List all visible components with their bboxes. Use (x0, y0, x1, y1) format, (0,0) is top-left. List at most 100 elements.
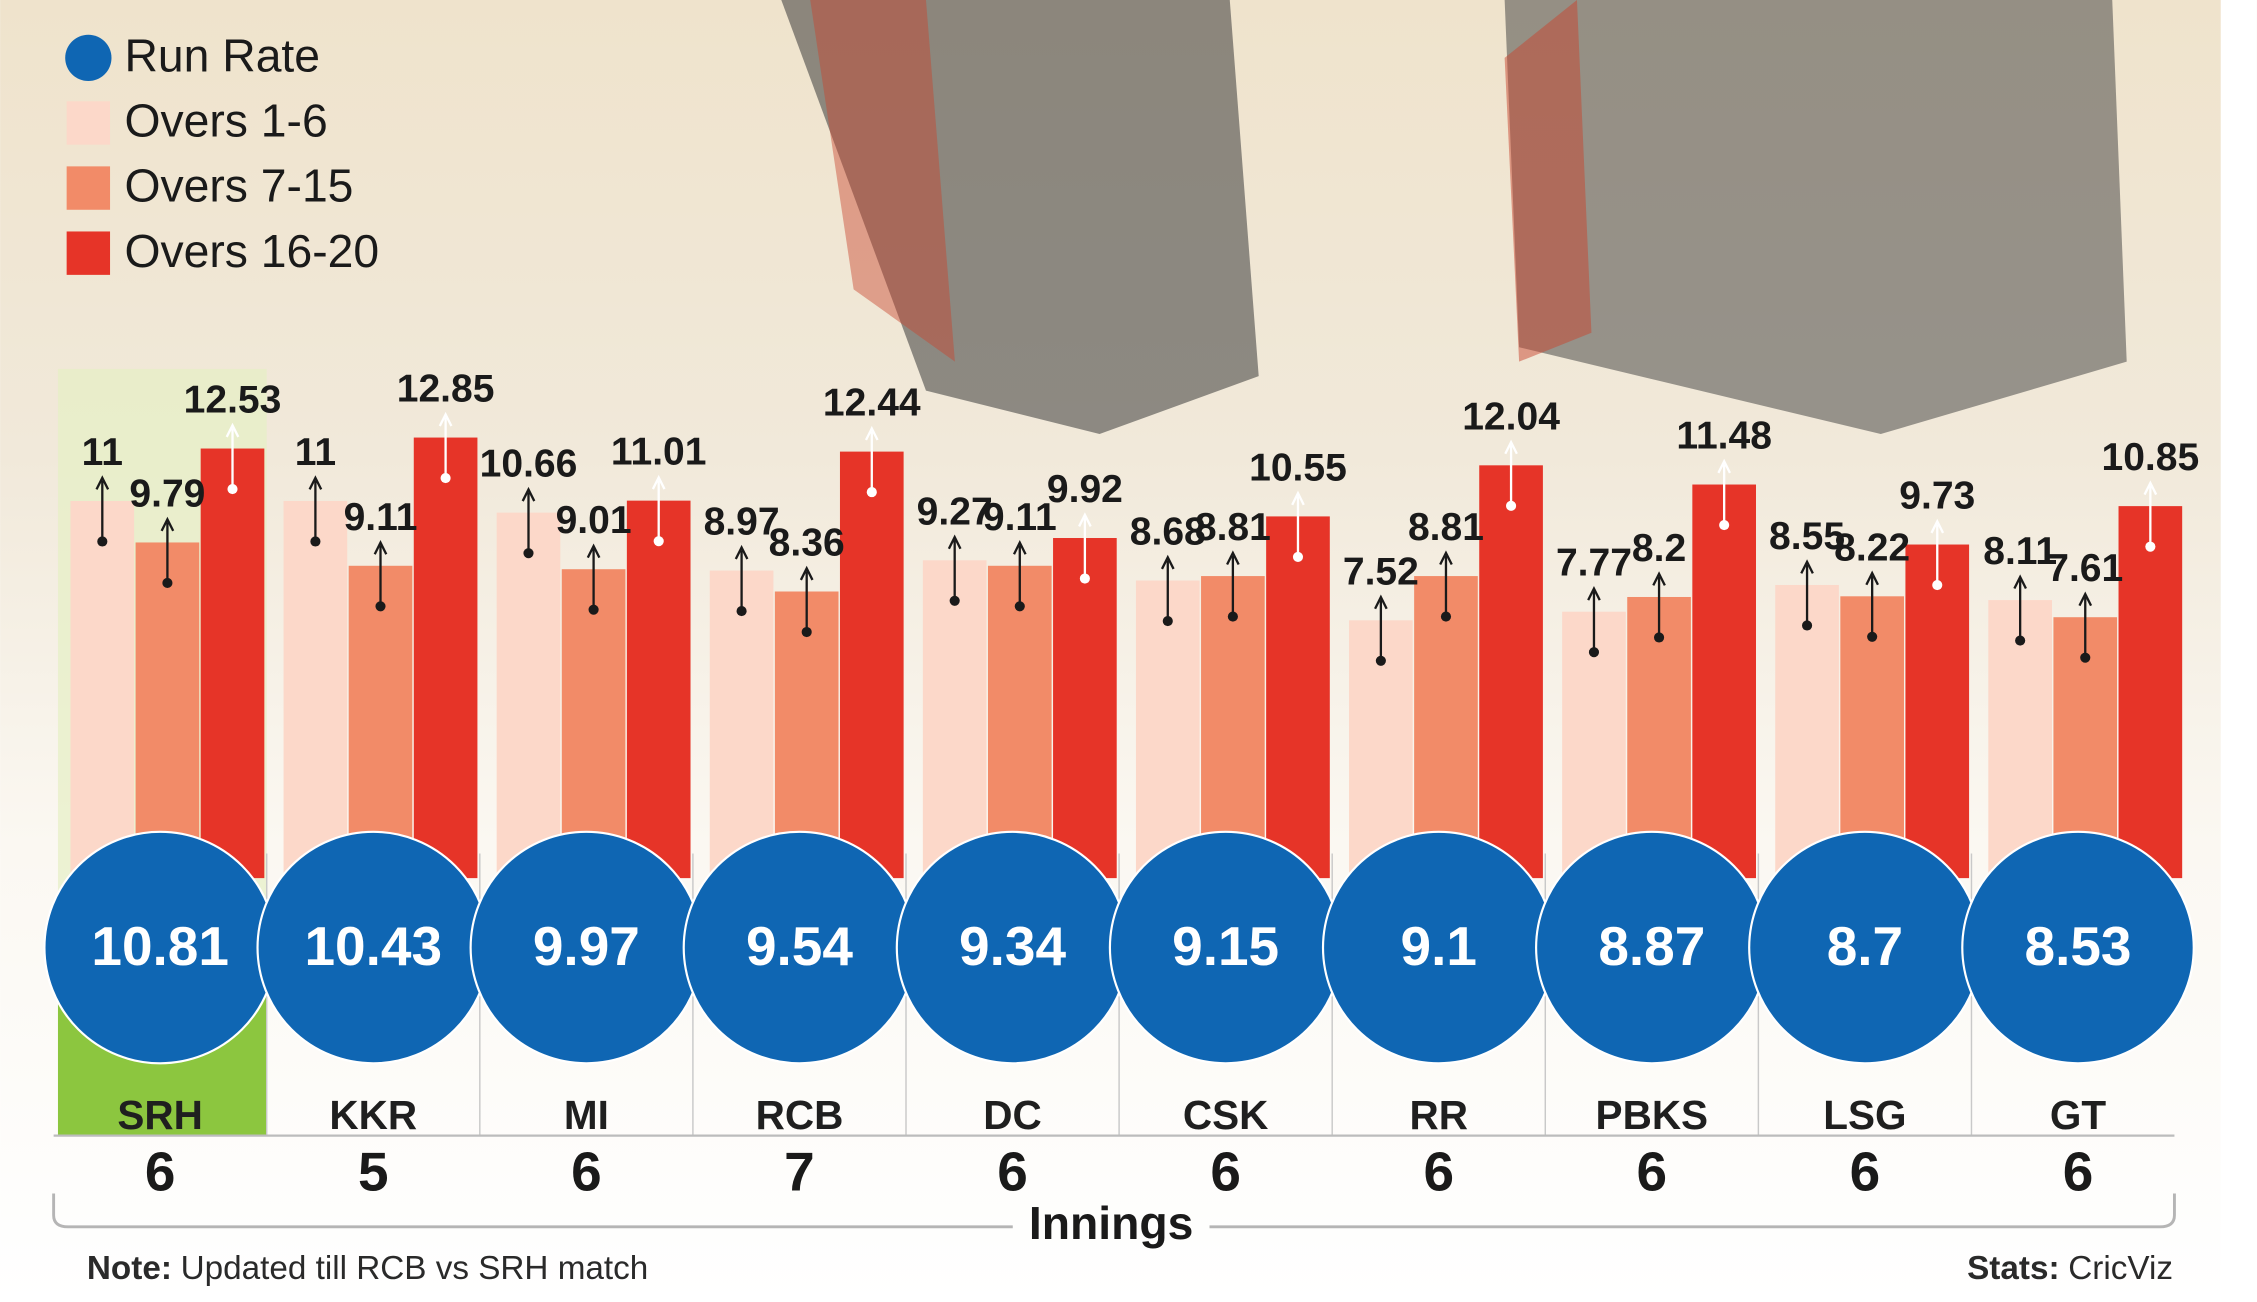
arrow-dot (1162, 615, 1173, 627)
value-label: 7.77 (1556, 542, 1632, 585)
photo-shape (810, 0, 955, 362)
photo-shape (781, 0, 1259, 434)
arrow-dot (1719, 519, 1730, 531)
legend-swatch (65, 34, 112, 82)
arrow-head (1717, 458, 1731, 474)
x-axis-label: Innings (1029, 1197, 1194, 1249)
legend-swatch (66, 231, 111, 275)
arrow-dot (1375, 655, 1386, 666)
bar (839, 451, 904, 879)
source-text: CricViz (2068, 1250, 2173, 1287)
value-label: 8.2 (1632, 527, 1686, 570)
bar (1135, 580, 1200, 879)
innings-label: 6 (1210, 1141, 1241, 1203)
value-label: 8.36 (769, 522, 845, 565)
arrow-head (651, 474, 666, 490)
arrow-dot (523, 548, 534, 559)
bar (1479, 465, 1543, 879)
arrow-head (1374, 594, 1388, 610)
value-label: 7.61 (2047, 547, 2123, 590)
arrow-head (1930, 518, 1945, 534)
arrow-head (1504, 439, 1518, 455)
source-label: Stats: (1967, 1250, 2059, 1287)
innings-label: 6 (1850, 1141, 1881, 1203)
arrow-dot (310, 536, 321, 547)
arrow-dot (162, 577, 173, 589)
value-label: 9.11 (983, 496, 1057, 539)
arrow-dot (2145, 541, 2156, 552)
arrow-head (1800, 559, 1814, 574)
arrow-dot (375, 601, 386, 612)
arrow-dot (1506, 500, 1517, 511)
arrow-dot (1932, 579, 1943, 591)
value-label: 9.92 (1047, 468, 1123, 511)
innings-label: 5 (358, 1141, 389, 1203)
arrow-dot (866, 487, 877, 498)
innings-label: 6 (997, 1141, 1028, 1203)
legend-swatch (66, 101, 111, 145)
bar (348, 565, 413, 879)
innings-label: 6 (1423, 1141, 1454, 1203)
arrow-dot (1654, 632, 1665, 643)
right-margin (2220, 0, 2257, 1302)
bar (70, 500, 135, 879)
photo-shape (1504, 0, 1592, 362)
arrow-head (1012, 540, 1027, 555)
arrow-head (2078, 591, 2093, 607)
arrow-head (373, 540, 388, 555)
value-label: 12.53 (184, 379, 282, 422)
bar (2118, 506, 2183, 879)
team-label: KKR (329, 1092, 417, 1138)
bar (200, 448, 265, 879)
legend-label: Overs 1-6 (125, 95, 328, 147)
arrow-head (2143, 480, 2158, 496)
bar (1053, 538, 1117, 879)
team-label: LSG (1823, 1092, 1906, 1138)
arrow-head (521, 486, 536, 502)
arrow-dot (97, 536, 108, 547)
arrow-dot (1867, 631, 1878, 642)
innings-label: 6 (1637, 1141, 1668, 1203)
innings-label: 6 (145, 1141, 176, 1203)
run-rate-label: 9.15 (1172, 915, 1279, 977)
value-label: 12.85 (397, 368, 495, 411)
run-rate-label: 9.97 (533, 915, 640, 977)
arrow-dot (227, 483, 238, 495)
value-label: 10.66 (480, 443, 578, 486)
team-label: PBKS (1596, 1092, 1709, 1138)
value-label: 9.73 (1899, 475, 1975, 518)
arrow-head (1439, 550, 1453, 566)
value-label: 11.48 (1676, 415, 1772, 458)
arrow-head (947, 534, 962, 550)
value-label: 7.52 (1343, 550, 1419, 593)
value-label: 9.79 (129, 472, 205, 515)
arrow-dot (2015, 635, 2026, 646)
value-label: 8.55 (1769, 515, 1845, 558)
arrow-head (160, 516, 175, 532)
value-label: 11 (82, 431, 123, 474)
arrow-dot (1227, 611, 1238, 622)
value-label: 12.04 (1462, 395, 1560, 438)
value-label: 11.01 (611, 431, 707, 474)
run-rate-label: 8.7 (1827, 915, 1903, 977)
team-label: GT (2050, 1092, 2107, 1138)
arrow-head (95, 475, 110, 490)
value-label: 9.27 (917, 490, 993, 533)
note-label: Note: (87, 1250, 172, 1287)
legend-label: Overs 7-15 (125, 160, 354, 212)
run-rate-label: 9.34 (959, 915, 1066, 977)
arrow-head (734, 544, 749, 560)
arrow-dot (1440, 611, 1452, 622)
value-label: 9.11 (344, 496, 418, 539)
value-label: 8.97 (704, 501, 780, 544)
arrow-head (1652, 571, 1666, 586)
arrow-head (225, 422, 240, 438)
bar (709, 570, 774, 879)
run-rate-label: 8.53 (2025, 915, 2132, 977)
run-rate-label: 8.87 (1598, 915, 1705, 977)
arrow-dot (1588, 647, 1600, 658)
value-label: 9.01 (556, 499, 632, 542)
bar (496, 512, 561, 879)
